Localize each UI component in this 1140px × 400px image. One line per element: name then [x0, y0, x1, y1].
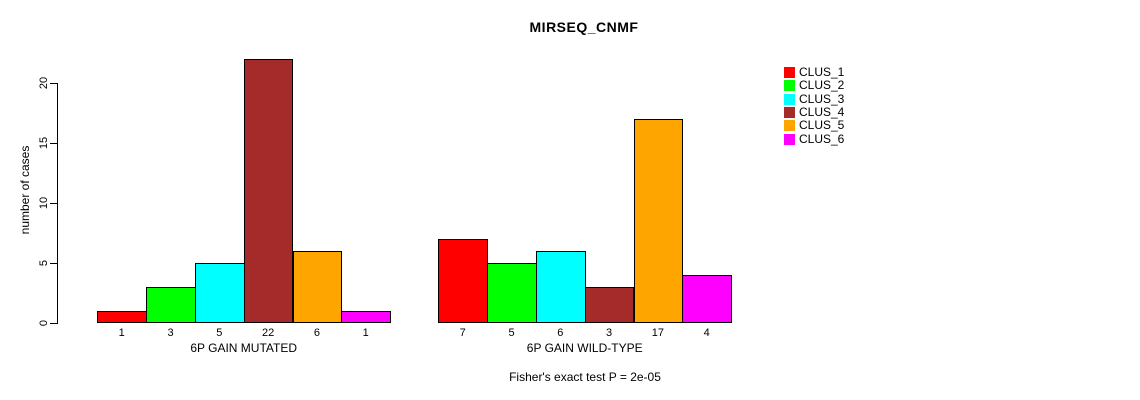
y-axis-tick: [50, 142, 57, 144]
bar-value-label: 1: [362, 327, 369, 339]
y-axis-tick-label: 5: [38, 259, 50, 267]
y-axis-tick-label: 15: [38, 136, 50, 150]
legend-entry-clus_6: CLUS_6: [784, 132, 844, 145]
bar-value-label: 5: [216, 327, 223, 339]
legend-label: CLUS_1: [799, 65, 845, 80]
legend-entry-clus_4: CLUS_4: [784, 106, 844, 119]
legend-entry-clus_3: CLUS_3: [784, 91, 845, 106]
bar-clus_6-group1: [341, 311, 392, 323]
bar-value-label: 17: [651, 327, 665, 339]
bar-value-label: 5: [508, 327, 515, 339]
fisher-test-caption: Fisher's exact test P = 2e-05: [509, 370, 661, 384]
bar-value-label: 7: [459, 327, 466, 339]
legend: CLUS_1 CLUS_2 CLUS_3 CLUS_4 CLUS_5 CLUS_6: [784, 66, 844, 146]
bar-clus_1-group1: [97, 311, 148, 323]
bar-clus_5-group1: [292, 251, 343, 323]
y-axis-tick: [50, 202, 57, 204]
bar-clus_3-group1: [194, 263, 245, 323]
legend-entry-clus_2: CLUS_2: [784, 79, 844, 92]
y-axis-tick-label: 0: [38, 319, 50, 327]
y-axis-tick: [50, 262, 57, 264]
bar-clus_1-group2: [438, 239, 489, 323]
legend-swatch-clus_4: [784, 107, 795, 119]
bar-value-label: 3: [167, 327, 174, 339]
legend-swatch-clus_3: [784, 93, 795, 105]
y-axis-tick-label: 20: [38, 76, 50, 90]
bar-value-label: 3: [606, 327, 613, 339]
y-axis-tick: [50, 82, 57, 84]
bar-clus_4-group2: [584, 287, 635, 323]
bar-value-label: 6: [557, 327, 564, 339]
legend-swatch-clus_2: [784, 80, 795, 92]
legend-entry-clus_5: CLUS_5: [784, 119, 844, 132]
legend-swatch-clus_6: [784, 133, 795, 145]
legend-label: CLUS_6: [799, 131, 845, 146]
bar-clus_2-group1: [146, 287, 196, 323]
legend-label: CLUS_2: [799, 78, 845, 93]
y-axis-line: [57, 83, 58, 324]
bar-clus_5-group2: [633, 119, 684, 323]
bar-value-label: 22: [261, 327, 275, 339]
y-axis-tick: [50, 322, 57, 324]
y-axis-title: number of cases: [18, 145, 32, 235]
bar-value-label: 1: [118, 327, 125, 339]
legend-label: CLUS_4: [799, 105, 845, 120]
bar-value-label: 4: [703, 327, 710, 339]
bar-clus_3-group2: [535, 251, 586, 323]
group-label-2: 6P GAIN WILD-TYPE: [526, 341, 643, 355]
bar-value-label: 6: [313, 327, 320, 339]
legend-label: CLUS_5: [799, 118, 845, 133]
bar-clus_2-group2: [487, 263, 537, 323]
legend-entry-clus_1: CLUS_1: [784, 66, 844, 79]
bar-clus_4-group1: [243, 59, 294, 323]
bar-clus_6-group2: [682, 275, 733, 323]
legend-swatch-clus_5: [784, 120, 795, 132]
y-axis-tick-label: 10: [38, 196, 50, 210]
legend-swatch-clus_1: [784, 67, 795, 79]
chart-title: MIRSEQ_CNMF: [529, 19, 639, 35]
legend-label: CLUS_3: [799, 91, 845, 106]
group-label-1: 6P GAIN MUTATED: [190, 341, 298, 355]
